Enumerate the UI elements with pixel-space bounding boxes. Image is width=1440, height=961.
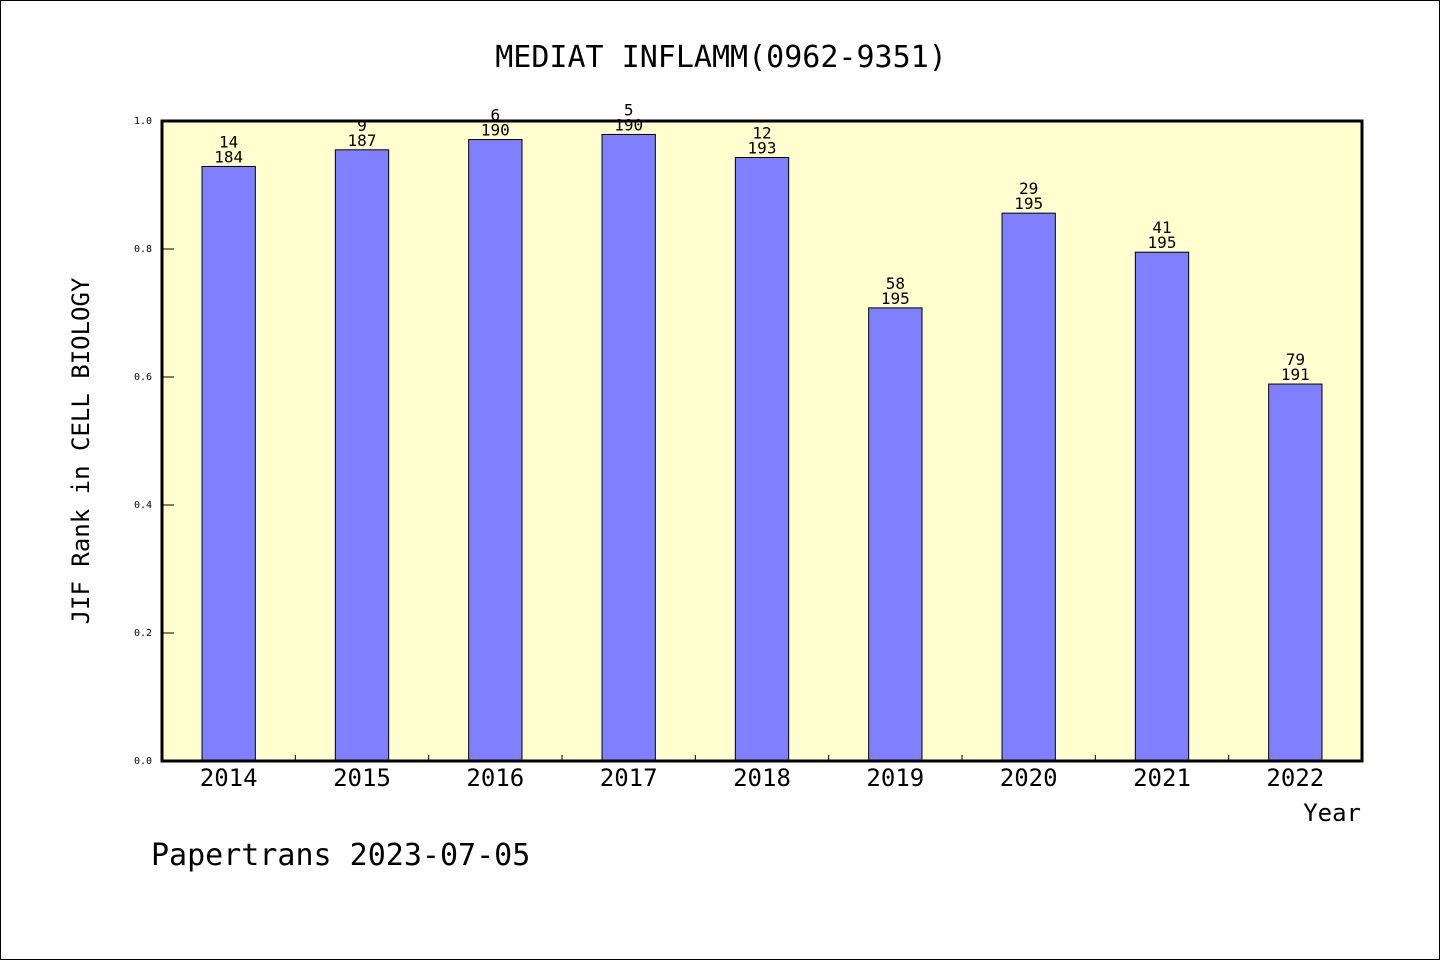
y-tick-label: 0.6 xyxy=(134,372,152,383)
bar-rank-label: 41 xyxy=(1152,218,1171,237)
x-tick-label: 2019 xyxy=(866,764,924,792)
y-axis-label: JIF Rank in CELL BIOLOGY xyxy=(67,277,95,624)
bar-total-label: 190 xyxy=(614,115,643,134)
y-tick-label: 0.4 xyxy=(134,500,152,511)
x-tick-label: 2017 xyxy=(600,764,658,792)
y-tick-label: 0.2 xyxy=(134,628,152,639)
bar-2020 xyxy=(1001,212,1056,762)
y-tick-label: 0.0 xyxy=(134,756,152,767)
bar-total-label: 190 xyxy=(481,121,510,140)
x-axis-ticks: 2014 2015 2016 2017 2018 2019 2020 2021 2022 xyxy=(200,755,1324,792)
bar-rank-label: 14 xyxy=(219,132,238,151)
bar-2016 xyxy=(468,139,523,762)
bar-rank-label: 29 xyxy=(1019,179,1038,198)
bar-2014 xyxy=(201,165,256,762)
x-tick-label: 2020 xyxy=(1000,764,1058,792)
footer-credit: Papertrans 2023-07-05 xyxy=(151,838,530,873)
bar-total-label: 195 xyxy=(881,289,910,308)
bar-total-label: 191 xyxy=(1281,365,1310,384)
bar-rank-label: 58 xyxy=(886,274,905,293)
x-tick-label: 2015 xyxy=(333,764,391,792)
y-tick-label: 0.8 xyxy=(134,244,152,255)
bar-total-label: 193 xyxy=(748,138,777,157)
bar-rank-label: 6 xyxy=(491,106,501,125)
bar-rank-label: 5 xyxy=(624,100,634,119)
x-tick-label: 2014 xyxy=(200,764,258,792)
bar-total-label: 187 xyxy=(348,131,377,150)
bar-2018 xyxy=(734,156,790,762)
x-tick-label: 2021 xyxy=(1133,764,1191,792)
y-tick-label: 1.0 xyxy=(134,116,152,127)
bar-rank-label: 12 xyxy=(752,123,771,142)
bar-2015 xyxy=(334,149,390,762)
bar-total-label: 195 xyxy=(1014,194,1043,213)
bar-2019 xyxy=(868,307,923,762)
bar-rank-label: 79 xyxy=(1286,350,1305,369)
bar-2017 xyxy=(601,133,656,762)
x-axis-label: Year xyxy=(1303,799,1361,827)
x-tick-label: 2018 xyxy=(733,764,791,792)
bar-total-label: 195 xyxy=(1148,233,1177,252)
x-tick-label: 2022 xyxy=(1266,764,1324,792)
plot-border xyxy=(160,119,1364,763)
bar-2022 xyxy=(1268,383,1323,762)
chart-title: MEDIAT INFLAMM(0962-9351) xyxy=(495,40,947,75)
x-tick-label: 2016 xyxy=(466,764,524,792)
bar-rank-label: 9 xyxy=(357,116,367,135)
bar-total-label: 184 xyxy=(214,147,243,166)
bar-2021 xyxy=(1134,251,1190,762)
